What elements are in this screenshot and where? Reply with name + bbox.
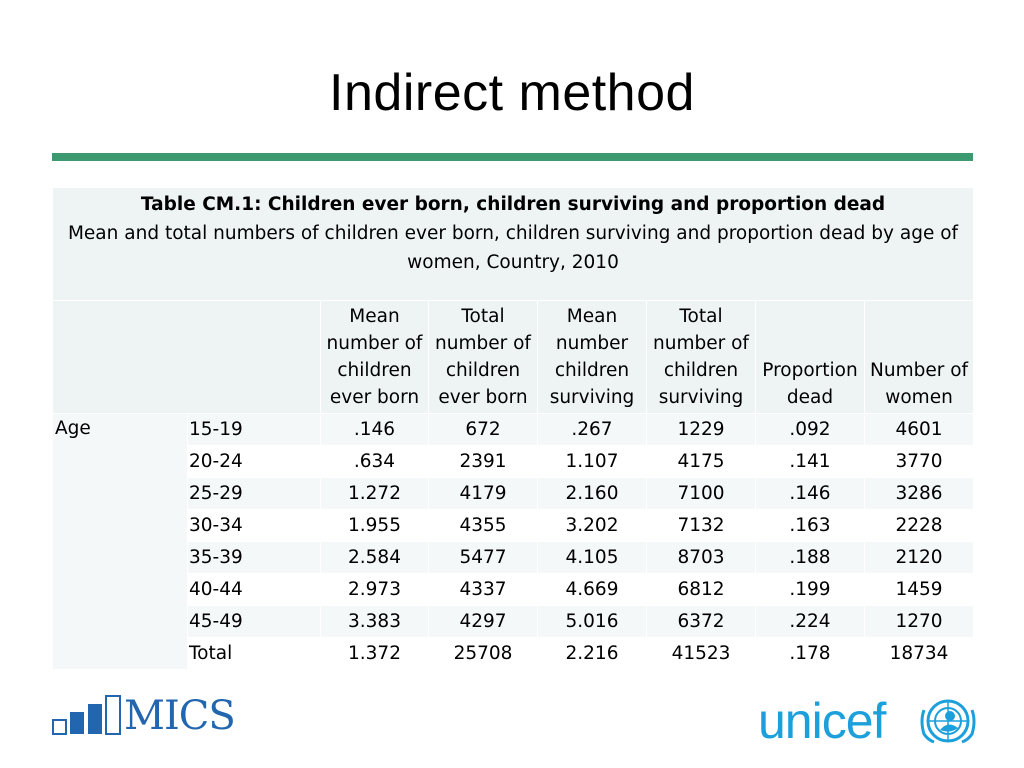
table-cell: 4337 (428, 573, 538, 606)
table-cell: 4601 (863, 413, 975, 446)
table-cell: .146 (320, 413, 429, 446)
table-cell: 3286 (863, 477, 975, 510)
table-cell: 1459 (863, 573, 975, 606)
row-label: 40-44 (187, 573, 321, 606)
row-label: 30-34 (187, 509, 321, 542)
table-row: 45-49 3.383 4297 5.016 6372.224 1270 (53, 605, 975, 638)
table-caption-title: Table CM.1: Children ever born, children… (140, 194, 886, 215)
table-cell: 2.216 (537, 637, 647, 670)
row-label: 15-19 (187, 413, 321, 446)
header-mean-surviving: Mean number children surviving (537, 300, 647, 414)
table-cell: 4179 (428, 477, 538, 510)
table-cell: 4175 (646, 445, 756, 478)
slide-title: Indirect method (329, 64, 695, 122)
table-cell: 6812 (646, 573, 756, 606)
header-number-women: Number of women (863, 300, 975, 414)
table-cell: .188 (755, 541, 865, 574)
row-label: Total (187, 637, 321, 670)
table-cell: 2120 (863, 541, 975, 574)
table-cell: 2228 (863, 509, 975, 542)
table-row: 35-39 2.584 5477 4.105 8703.188 2120 (53, 541, 975, 574)
table-cell: 3770 (863, 445, 975, 478)
table-header-row: Mean number of children ever born Total … (52, 300, 975, 414)
table-row: Age 15-19.146 672.267 1229.092 4601 (52, 413, 975, 670)
table-row: 20-24.634 2391 1.107 4175.141 3770 (53, 445, 975, 478)
header-blank (52, 300, 321, 414)
table-row: 25-29 1.272 4179 2.160 7100.146 3286 (53, 477, 975, 510)
table-caption: Table CM.1: Children ever born, children… (51, 187, 975, 301)
table-cell: 6372 (646, 605, 756, 638)
unicef-emblem-icon (920, 699, 976, 744)
table-cell: 3.383 (320, 605, 429, 638)
table-cell: 4.105 (537, 541, 647, 574)
header-proportion-dead: Proportion dead (755, 300, 865, 414)
table-cell: 7132 (646, 509, 756, 542)
row-group-label: Age (52, 413, 188, 670)
title-divider (52, 153, 973, 161)
unicef-logo: unicef (758, 693, 886, 749)
header-mean-ceb: Mean number of children ever born (320, 300, 429, 414)
row-label: 35-39 (187, 541, 321, 574)
row-label: 20-24 (187, 445, 321, 478)
table-cell: .634 (320, 445, 429, 478)
table-cell: 5.016 (537, 605, 647, 638)
table-cell: 2.584 (320, 541, 429, 574)
table-cell: 1.272 (320, 477, 429, 510)
table-cell: 3.202 (537, 509, 647, 542)
row-label: 45-49 (187, 605, 321, 638)
table-cell: .267 (537, 413, 647, 446)
table-cell: 18734 (863, 637, 975, 670)
table-cell: 7100 (646, 477, 756, 510)
table-cell: 41523 (646, 637, 756, 670)
table-cell: .141 (755, 445, 865, 478)
table-cell: 672 (428, 413, 538, 446)
table-cell: 4355 (428, 509, 538, 542)
table-cell: 1229 (646, 413, 756, 446)
table-cell: 2391 (428, 445, 538, 478)
table-row: 30-34 1.955 4355 3.202 7132.163 2228 (53, 509, 975, 542)
table-cell: .178 (755, 637, 865, 670)
table-cell: 8703 (646, 541, 756, 574)
table-row: Total 1.372 25708 2.216 41523.178 18734 (53, 637, 975, 670)
table-cell: .163 (755, 509, 865, 542)
row-label: 25-29 (187, 477, 321, 510)
table-cell: 1.107 (537, 445, 647, 478)
table-row: 40-44 2.973 4337 4.669 6812.199 1459 (53, 573, 975, 606)
table-cell: 5477 (428, 541, 538, 574)
table-cell: .092 (755, 413, 865, 446)
table-cell: 1.372 (320, 637, 429, 670)
table-cell: .224 (755, 605, 865, 638)
header-total-ceb: Total number of children ever born (428, 300, 538, 414)
table-cell: 1270 (863, 605, 975, 638)
header-total-surviving: Total number of children surviving (646, 300, 756, 414)
table-cell: 1.955 (320, 509, 429, 542)
table-caption-subtitle: Mean and total numbers of children ever … (67, 223, 959, 273)
table-cell: .146 (755, 477, 865, 510)
table-cell: .199 (755, 573, 865, 606)
table-cell: 4297 (428, 605, 538, 638)
mics-logo: MICS (124, 693, 236, 739)
children-ever-born-table: Table CM.1: Children ever born, children… (51, 187, 975, 670)
table-cell: 2.973 (320, 573, 429, 606)
mics-bars-icon (52, 695, 121, 735)
table-cell: 4.669 (537, 573, 647, 606)
table-cell: 25708 (428, 637, 538, 670)
table-cell: 2.160 (537, 477, 647, 510)
